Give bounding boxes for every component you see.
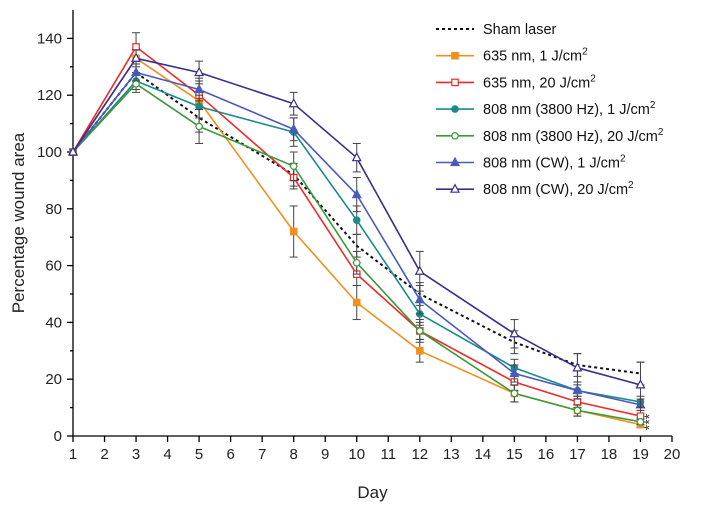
data-point [289, 162, 298, 171]
data-point [415, 327, 424, 335]
legend-item: 808 nm (3800 Hz), 1 J/cm2 [436, 100, 656, 118]
x-tick-label: 7 [258, 446, 266, 463]
data-point [573, 406, 582, 415]
data-point [289, 227, 298, 236]
y-tick-label: 120 [37, 87, 62, 104]
data-point [573, 398, 582, 406]
data-point [509, 367, 520, 378]
data-point [510, 389, 519, 398]
data-point [415, 347, 424, 355]
data-point [414, 265, 425, 275]
legend-item: 635 nm, 1 J/cm2 [436, 47, 588, 65]
data-point [351, 151, 362, 162]
legend-item: 635 nm, 20 J/cm2 [436, 73, 596, 91]
y-tick-label: 20 [45, 371, 62, 388]
legend-label-superscript: 2 [590, 73, 596, 84]
series-layer [68, 32, 646, 429]
data-point [132, 43, 140, 51]
significance-marks: *** [641, 413, 657, 430]
y-tick-label: 0 [54, 428, 62, 445]
legend-label: 808 nm (CW), 1 J/cm2 [483, 154, 626, 172]
data-point [68, 146, 78, 156]
data-point [636, 417, 645, 426]
series-6 [68, 63, 646, 411]
legend-label: 808 nm (3800 Hz), 20 J/cm2 [483, 127, 664, 145]
y-axis-title: Percentage wound area [9, 132, 28, 313]
legend: Sham laser 635 nm, 1 J/cm2 635 nm, 20 J/cm… [436, 22, 664, 198]
legend-label: 635 nm, 1 J/cm2 [483, 47, 588, 65]
data-point [288, 97, 299, 108]
x-tick-label: 9 [321, 446, 329, 463]
data-point [132, 80, 140, 88]
x-tick-label: 16 [538, 446, 555, 463]
legend-marker [451, 105, 459, 113]
legend-item: 808 nm (CW), 1 J/cm2 [436, 154, 626, 172]
legend-label-superscript: 2 [582, 47, 588, 58]
data-point [194, 66, 205, 77]
data-point [131, 66, 142, 77]
data-point [195, 122, 203, 131]
data-point [635, 379, 646, 389]
x-tick-label: 13 [443, 446, 460, 463]
y-tick-label: 100 [37, 144, 62, 161]
x-tick-label: 4 [163, 446, 171, 463]
data-point [414, 293, 425, 304]
x-tick-label: 1 [69, 446, 77, 463]
legend-label: 808 nm (3800 Hz), 1 J/cm2 [483, 100, 656, 118]
series-7 [68, 49, 646, 409]
legend-label-superscript: 2 [650, 100, 656, 111]
x-tick-label: 20 [664, 446, 681, 463]
legend-item: 808 nm (CW), 20 J/cm2 [436, 180, 634, 198]
data-point [572, 384, 583, 395]
x-tick-label: 10 [348, 446, 365, 463]
x-tick-label: 3 [132, 446, 140, 463]
y-tick-label: 40 [45, 314, 62, 331]
data-point [352, 216, 361, 224]
data-point [131, 52, 142, 62]
x-tick-label: 12 [411, 446, 428, 463]
legend-marker [451, 132, 459, 140]
data-point [352, 298, 361, 307]
x-tick-label: 2 [100, 446, 108, 463]
x-tick-label: 5 [195, 446, 203, 463]
data-point [288, 123, 299, 133]
series-line [72, 71, 641, 375]
legend-label: 635 nm, 20 J/cm2 [483, 73, 596, 91]
x-tick-label: 17 [569, 446, 586, 463]
legend-item: Sham laser [436, 22, 557, 38]
legend-marker [451, 51, 459, 60]
x-tick-label: 18 [601, 446, 618, 463]
data-point [195, 102, 203, 111]
legend-label-superscript: 2 [620, 154, 626, 165]
legend-label: 808 nm (CW), 20 J/cm2 [483, 180, 634, 198]
x-tick-label: 14 [474, 446, 491, 463]
x-tick-label: 11 [380, 446, 396, 463]
legend-item: 808 nm (3800 Hz), 20 J/cm2 [436, 127, 664, 145]
x-tick-label: 6 [226, 446, 234, 463]
x-tick-label: 19 [632, 446, 649, 463]
y-tick-label: 80 [45, 201, 62, 218]
x-tick-label: 15 [506, 446, 523, 463]
y-tick-label: 140 [37, 30, 62, 47]
legend-marker [451, 78, 459, 87]
data-point [352, 258, 361, 267]
legend-label-superscript: 2 [628, 180, 634, 191]
data-point [572, 362, 583, 372]
legend-label: Sham laser [483, 22, 557, 38]
legend-label-superscript: 2 [658, 127, 664, 138]
x-tick-label: 8 [290, 446, 298, 463]
legend-marker [450, 156, 460, 167]
data-point [509, 327, 520, 338]
data-point [194, 83, 205, 94]
legend-marker [450, 183, 460, 193]
data-point [351, 188, 362, 199]
x-axis-title: Day [357, 483, 388, 502]
y-tick-label: 60 [45, 258, 62, 275]
